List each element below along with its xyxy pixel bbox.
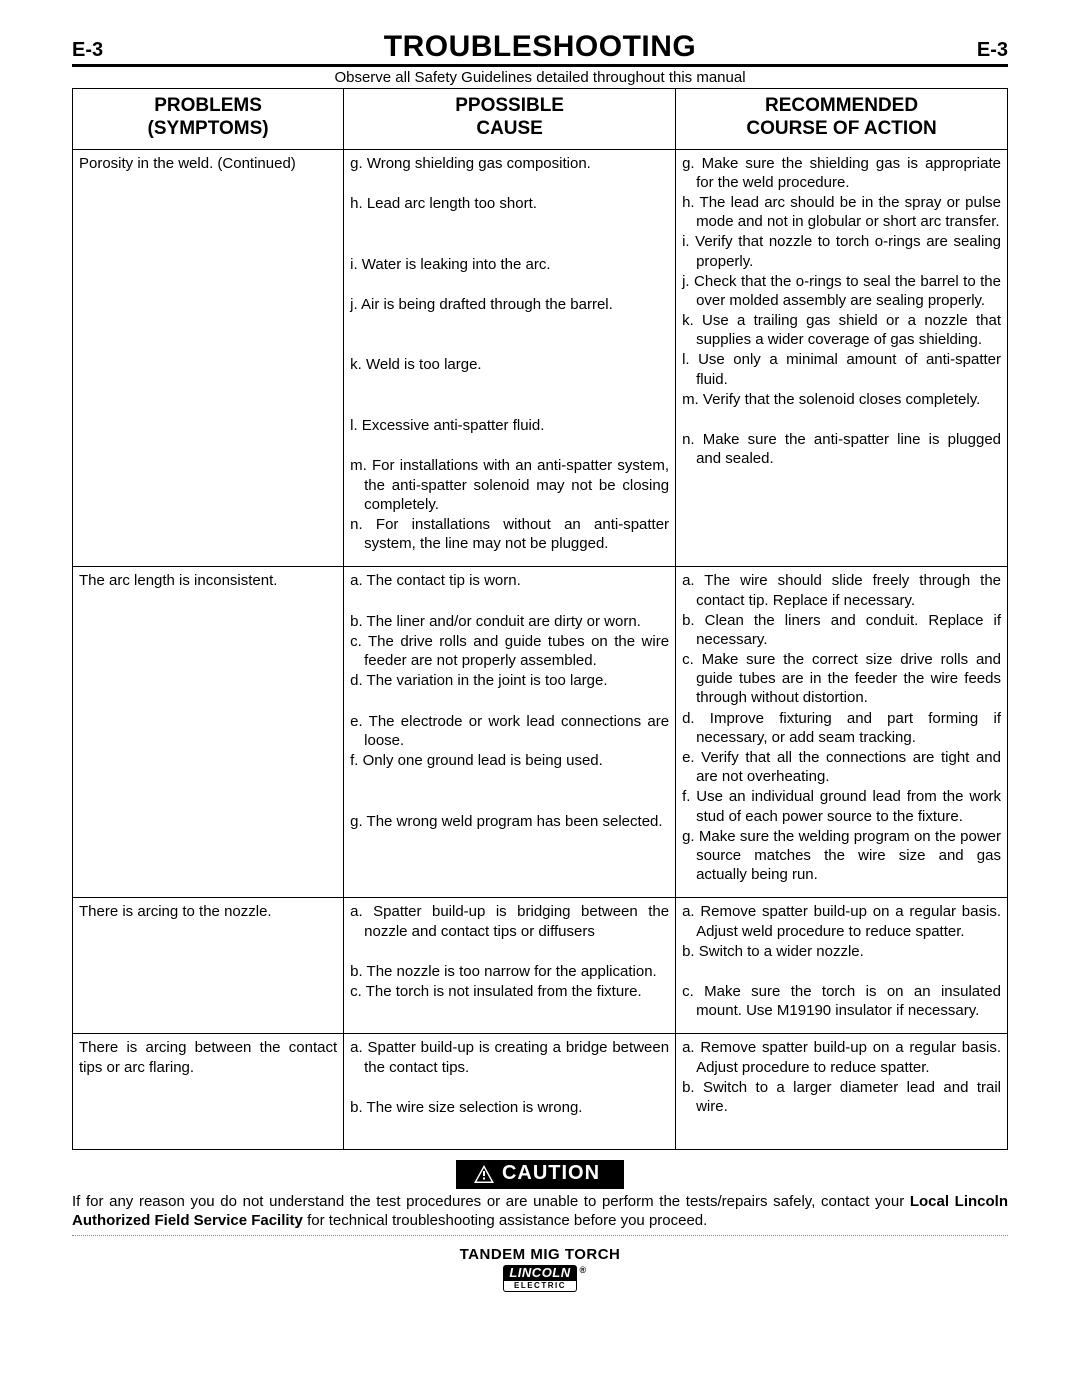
caution-bar: CAUTION (456, 1160, 624, 1189)
safety-subtitle: Observe all Safety Guidelines detailed t… (72, 69, 1008, 86)
page-title: TROUBLESHOOTING (384, 30, 697, 64)
logo-bot: ELECTRIC (503, 1281, 576, 1292)
cause-cell: a. Spatter build-up is bridging between … (344, 898, 676, 1034)
table-row: There is arcing between the contact tips… (73, 1034, 1008, 1150)
troubleshooting-table: PROBLEMS(SYMPTOMS) PPOSSIBLECAUSE RECOMM… (72, 88, 1008, 1150)
caution-label: CAUTION (502, 1162, 600, 1185)
action-cell: a. Remove spatter build-up on a regular … (676, 1034, 1008, 1150)
problem-cell: There is arcing to the nozzle. (73, 898, 344, 1034)
problem-cell: Porosity in the weld. (Continued) (73, 149, 344, 567)
page: E-3 TROUBLESHOOTING E-3 Observe all Safe… (0, 0, 1080, 1313)
problem-cell: The arc length is inconsistent. (73, 567, 344, 898)
warning-icon (474, 1165, 494, 1183)
page-number-left: E-3 (72, 39, 103, 62)
table-row: The arc length is inconsistent.a. The co… (73, 567, 1008, 898)
problem-cell: There is arcing between the contact tips… (73, 1034, 344, 1150)
col-header-cause: PPOSSIBLECAUSE (344, 89, 676, 150)
page-number-right: E-3 (977, 39, 1008, 62)
action-cell: a. The wire should slide freely through … (676, 567, 1008, 898)
cause-cell: a. The contact tip is worn. b. The liner… (344, 567, 676, 898)
action-cell: a. Remove spatter build-up on a regular … (676, 898, 1008, 1034)
col-header-problems: PROBLEMS(SYMPTOMS) (73, 89, 344, 150)
action-cell: g. Make sure the shielding gas is approp… (676, 149, 1008, 567)
col-header-action: RECOMMENDEDCOURSE OF ACTION (676, 89, 1008, 150)
page-footer: TANDEM MIG TORCH LINCOLN ELECTRIC (72, 1246, 1008, 1293)
cause-cell: g. Wrong shielding gas composition. h. L… (344, 149, 676, 567)
table-row: There is arcing to the nozzle.a. Spatter… (73, 898, 1008, 1034)
product-name: TANDEM MIG TORCH (72, 1246, 1008, 1263)
table-row: Porosity in the weld. (Continued)g. Wron… (73, 149, 1008, 567)
cause-cell: a. Spatter build-up is creating a bridge… (344, 1034, 676, 1150)
caution-text: If for any reason you do not understand … (72, 1193, 1008, 1236)
caution-section: CAUTION If for any reason you do not und… (72, 1160, 1008, 1236)
logo-top: LINCOLN (503, 1265, 576, 1281)
page-header: E-3 TROUBLESHOOTING E-3 (72, 30, 1008, 67)
lincoln-logo: LINCOLN ELECTRIC (503, 1265, 576, 1292)
table-header-row: PROBLEMS(SYMPTOMS) PPOSSIBLECAUSE RECOMM… (73, 89, 1008, 150)
